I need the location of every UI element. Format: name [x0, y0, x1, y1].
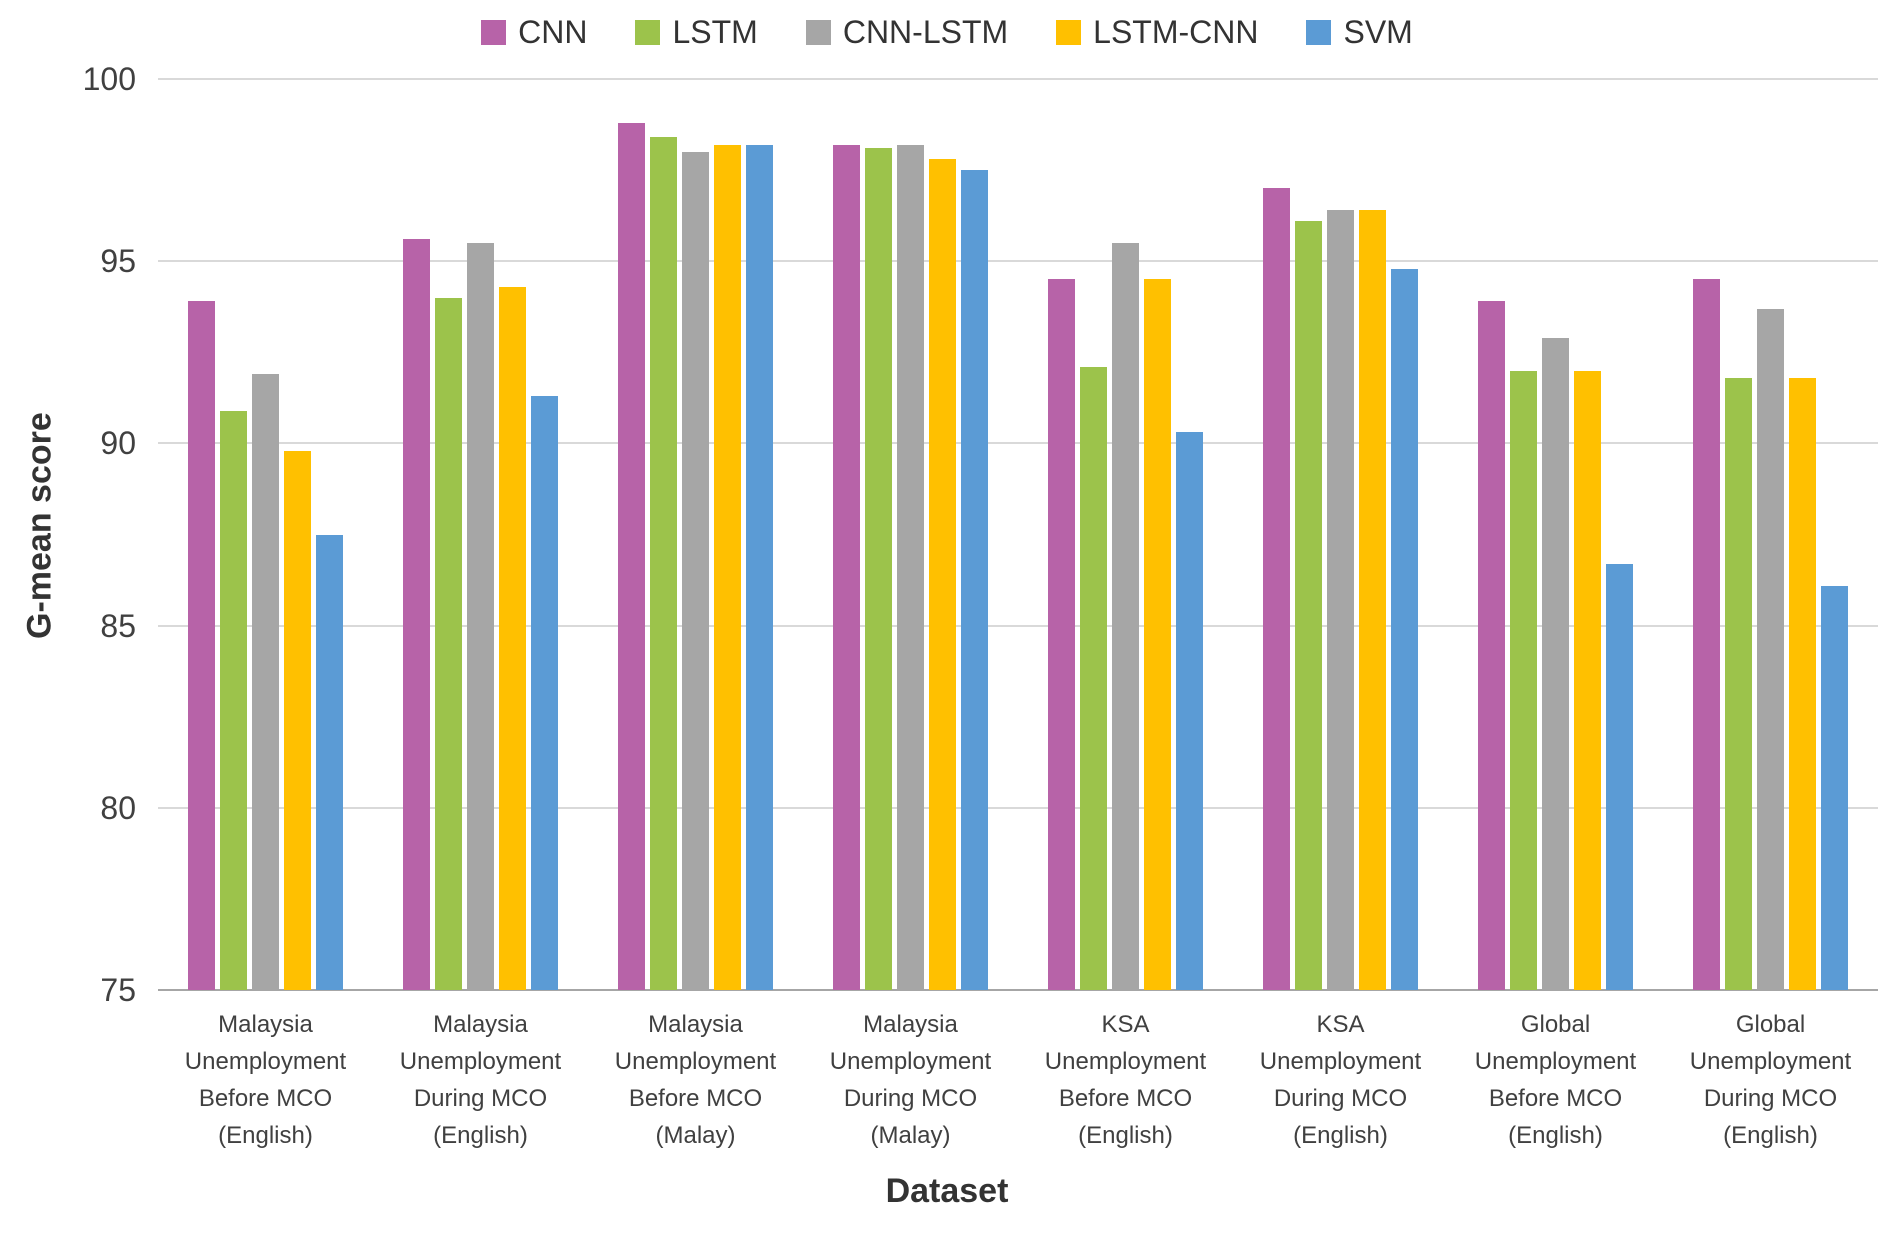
bar-lstm — [865, 148, 892, 990]
bar-group — [373, 79, 588, 990]
bar-lstm-cnn — [284, 450, 311, 990]
x-category-labels: Malaysia Unemployment Before MCO (Englis… — [158, 990, 1878, 1154]
chart-main: G-mean score 75 80 85 90 95 100 Malaysia Unem… — [12, 61, 1882, 1213]
bar-cnn — [1478, 301, 1505, 990]
bar-lstm-cnn — [929, 159, 956, 990]
legend-label: CNN — [518, 14, 588, 50]
bar-lstm — [220, 410, 247, 990]
gridline — [158, 806, 1878, 809]
bar-lstm — [1510, 370, 1537, 990]
y-axis-title: G-mean score — [20, 412, 59, 639]
bar-cnn-lstm — [252, 374, 279, 990]
legend-swatch-icon — [805, 20, 831, 45]
legend: CNN LSTM CNN-LSTM LSTM-CNN SVM — [12, 10, 1882, 61]
gridline — [158, 260, 1878, 263]
gridline — [158, 624, 1878, 627]
y-tick-labels: 75 80 85 90 95 100 — [68, 63, 158, 1006]
bar-svm — [1821, 585, 1848, 990]
legend-item-lstm: LSTM — [635, 14, 758, 51]
bar-lstm-cnn — [1574, 370, 1601, 990]
legend-item-svm: SVM — [1306, 14, 1413, 51]
bar-svm — [531, 396, 558, 990]
gridline — [158, 78, 1878, 80]
bar-cnn-lstm — [467, 242, 494, 990]
bar-lstm — [650, 137, 677, 990]
legend-label: LSTM-CNN — [1093, 14, 1259, 50]
bar-lstm-cnn — [499, 286, 526, 990]
bar-svm — [1606, 563, 1633, 990]
bar-lstm — [1295, 221, 1322, 990]
y-tick-label: 85 — [100, 607, 136, 644]
bar-cnn-lstm — [682, 151, 709, 990]
legend-swatch-icon — [635, 20, 661, 45]
x-category-label: Malaysia Unemployment Before MCO (Englis… — [184, 1011, 347, 1149]
bar-cnn-lstm — [1327, 210, 1354, 990]
bar-group — [588, 79, 803, 990]
legend-item-lstm-cnn: LSTM-CNN — [1056, 14, 1258, 51]
gridline — [158, 442, 1878, 445]
bar-cnn-lstm — [897, 144, 924, 990]
bar-lstm-cnn — [714, 144, 741, 990]
x-axis-line — [158, 989, 1878, 991]
bar-svm — [746, 144, 773, 990]
legend-item-cnn-lstm: CNN-LSTM — [805, 14, 1009, 51]
x-category-label: Global Unemployment During MCO (English) — [1689, 1011, 1852, 1149]
bar-cnn-lstm — [1112, 242, 1139, 990]
bar-cnn — [618, 122, 645, 990]
x-category-label: KSA Unemployment Before MCO (English) — [1044, 1011, 1207, 1149]
bar-svm — [316, 534, 343, 990]
bar-group — [1233, 79, 1448, 990]
bar-group — [1663, 79, 1878, 990]
y-tick-label: 90 — [100, 425, 136, 462]
legend-swatch-icon — [481, 20, 507, 45]
plot-area — [158, 78, 1878, 991]
bar-lstm-cnn — [1144, 279, 1171, 990]
bar-cnn-lstm — [1542, 337, 1569, 990]
bar-svm — [1176, 432, 1203, 990]
bar-group — [803, 79, 1018, 990]
bar-cnn — [188, 301, 215, 990]
x-category-label: Malaysia Unemployment During MCO (Malay) — [829, 1011, 992, 1149]
legend-label: CNN-LSTM — [842, 14, 1009, 50]
bar-group — [158, 79, 373, 990]
bar-cnn — [1263, 188, 1290, 990]
bar-lstm — [435, 297, 462, 990]
x-category-label: Malaysia Unemployment During MCO (Englis… — [399, 1011, 562, 1149]
legend-swatch-icon — [1056, 20, 1082, 45]
bar-svm — [1391, 268, 1418, 990]
y-tick-label: 80 — [100, 789, 136, 826]
x-axis-title: Dataset — [885, 1172, 1009, 1210]
legend-label: LSTM — [672, 14, 758, 50]
x-category-label: KSA Unemployment During MCO (English) — [1259, 1011, 1422, 1149]
bar-lstm — [1080, 366, 1107, 990]
bar-lstm — [1725, 377, 1752, 990]
y-tick-label: 95 — [100, 243, 136, 280]
bar-cnn-lstm — [1757, 308, 1784, 990]
legend-item-cnn: CNN — [481, 14, 587, 51]
legend-swatch-icon — [1306, 20, 1332, 45]
x-category-label: Malaysia Unemployment Before MCO (Malay) — [614, 1011, 777, 1149]
bar-cnn — [1048, 279, 1075, 990]
bar-group — [1018, 79, 1233, 990]
bar-cnn — [403, 239, 430, 990]
bar-cnn — [1693, 279, 1720, 990]
x-category-label: Global Unemployment Before MCO (English) — [1474, 1011, 1637, 1149]
bar-lstm-cnn — [1359, 210, 1386, 990]
bar-lstm-cnn — [1789, 377, 1816, 990]
legend-label: SVM — [1343, 14, 1413, 50]
y-tick-label: 100 — [82, 61, 136, 97]
bar-svm — [961, 170, 988, 990]
bar-group — [1448, 79, 1663, 990]
y-tick-label: 75 — [100, 972, 136, 1008]
bar-groups — [158, 79, 1878, 990]
bar-cnn — [833, 144, 860, 990]
